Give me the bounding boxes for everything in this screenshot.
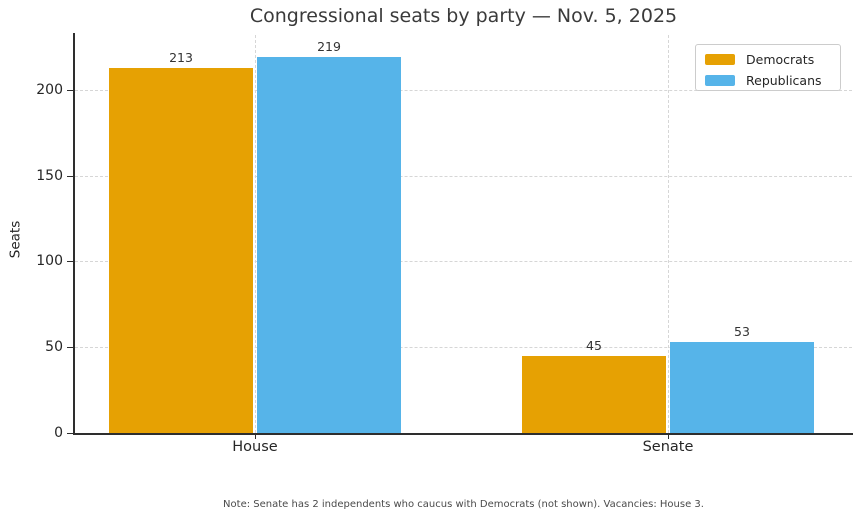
y-tick-mark	[67, 347, 74, 349]
y-axis-spine	[73, 33, 75, 435]
bar-democrats-senate	[522, 355, 666, 433]
y-tick-label: 100	[36, 253, 63, 270]
plot-area	[75, 35, 852, 433]
legend-item-democrats: Democrats	[696, 50, 840, 69]
bar-value-label: 45	[586, 337, 602, 353]
y-tick-label: 50	[45, 339, 63, 356]
y-tick-mark	[67, 89, 74, 91]
x-gridline	[668, 35, 669, 433]
bar-republicans-senate	[670, 342, 814, 433]
x-tick-mark	[668, 435, 669, 439]
bar-republicans-house	[257, 57, 401, 433]
y-tick-label: 0	[54, 425, 63, 441]
chart-footnote: Note: Senate has 2 independents who cauc…	[223, 499, 704, 510]
legend-item-republicans: Republicans	[696, 71, 840, 90]
y-tick-mark	[67, 261, 74, 263]
x-gridline	[255, 35, 256, 433]
y-tick-label: 200	[36, 81, 63, 98]
bar-democrats-house	[109, 67, 253, 433]
x-tick-mark	[255, 435, 256, 439]
x-tick-label-house: House	[232, 439, 278, 455]
y-tick-label: 150	[36, 167, 63, 184]
bar-value-label: 219	[317, 39, 341, 55]
legend-swatch-republicans	[705, 75, 735, 86]
legend-swatch-democrats	[705, 54, 735, 65]
y-gridline	[75, 261, 852, 263]
legend: Democrats Republicans	[695, 44, 841, 91]
y-gridline	[75, 175, 852, 177]
y-tick-mark	[67, 175, 74, 177]
legend-label: Republicans	[746, 73, 822, 88]
legend-label: Democrats	[746, 52, 815, 67]
y-tick-mark	[67, 433, 74, 434]
y-gridline	[75, 89, 852, 91]
x-tick-label-senate: Senate	[642, 439, 694, 455]
y-gridline	[75, 347, 852, 349]
chart-title: Congressional seats by party — Nov. 5, 2…	[249, 5, 678, 27]
bar-value-label: 53	[734, 324, 750, 340]
bar-value-label: 213	[169, 49, 193, 65]
x-axis-spine	[73, 433, 853, 435]
